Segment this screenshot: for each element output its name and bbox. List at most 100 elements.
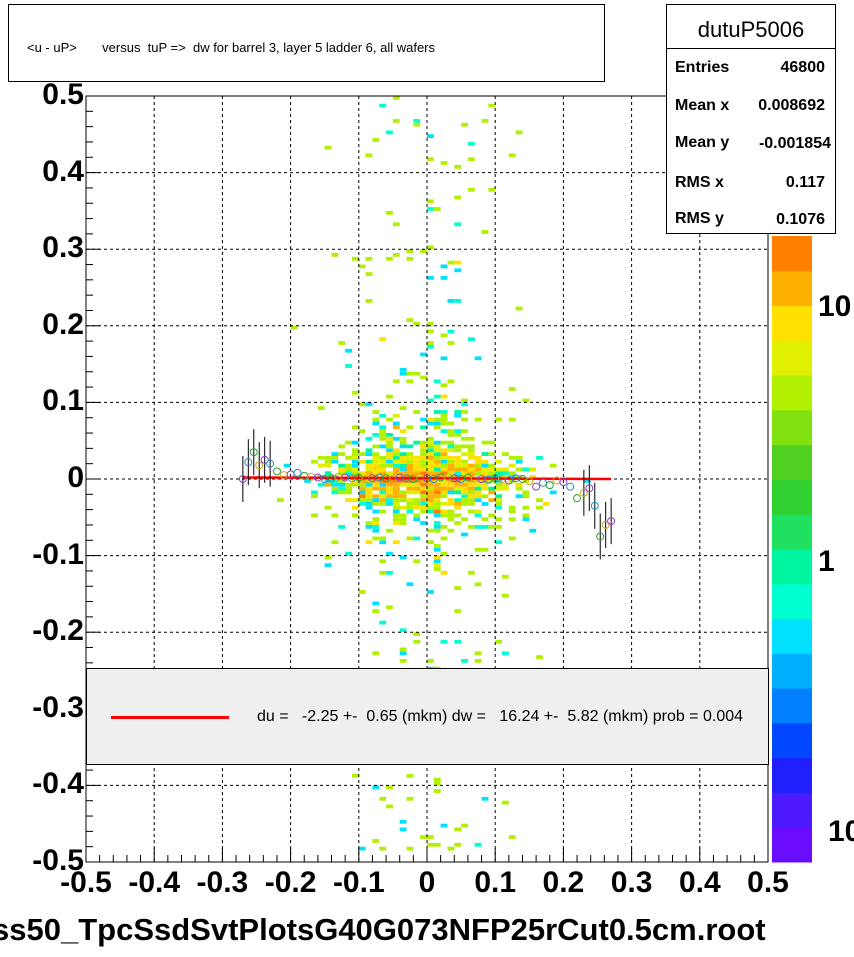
- heatmap-cell: [420, 505, 427, 510]
- heatmap-cell: [399, 513, 407, 518]
- heatmap-cell: [433, 448, 441, 453]
- heatmap-cell: [461, 490, 468, 495]
- heatmap-cell: [481, 525, 489, 529]
- heatmap-cell: [461, 494, 468, 499]
- heatmap-cell: [379, 509, 387, 514]
- y-tick-label: -0.2: [32, 614, 84, 648]
- heatmap-cell: [529, 467, 537, 472]
- heatmap-cell: [454, 502, 462, 506]
- x-tick-label: 0: [418, 866, 436, 899]
- heatmap-cell: [427, 505, 434, 510]
- profile-points: [238, 429, 616, 560]
- heatmap-cell: [331, 482, 339, 487]
- heatmap-cell: [392, 540, 400, 545]
- heatmap-cell: [488, 525, 496, 529]
- heatmap-cell: [399, 444, 407, 449]
- heatmap-cell: [406, 846, 414, 851]
- heatmap-cell: [406, 502, 414, 506]
- heatmap-cell: [386, 456, 393, 460]
- heatmap-cell: [447, 471, 455, 476]
- heatmap-cell: [454, 410, 462, 414]
- heatmap-cell: [386, 444, 393, 449]
- heatmap-cell: [481, 463, 489, 468]
- heatmap-cell: [461, 659, 468, 663]
- heatmap-cell: [317, 463, 325, 468]
- heatmap-cell: [372, 509, 380, 514]
- heatmap-cell: [427, 440, 434, 445]
- heatmap-cell: [433, 509, 441, 514]
- heatmap-cell: [420, 486, 427, 491]
- heatmap-cell: [508, 471, 516, 476]
- heatmap-cell: [406, 505, 414, 510]
- heatmap-cell: [522, 490, 530, 495]
- heatmap-cell: [379, 846, 387, 851]
- heatmap-cell: [406, 318, 414, 322]
- heatmap-cell: [433, 559, 441, 564]
- heatmap-cell: [392, 436, 400, 441]
- heatmap-cell: [454, 164, 462, 169]
- heatmap-cell: [454, 429, 462, 433]
- heatmap-cell: [420, 467, 427, 472]
- heatmap-cell: [379, 456, 387, 460]
- heatmap-cell: [358, 846, 366, 851]
- heatmap-cell: [352, 471, 359, 476]
- heatmap-cell: [413, 490, 421, 495]
- palette-swatch: [772, 757, 812, 793]
- heatmap-cell: [420, 249, 427, 253]
- heatmap-cell: [379, 796, 387, 801]
- heatmap-cell: [392, 513, 400, 518]
- profile-point: [266, 459, 275, 468]
- heatmap-cell: [427, 459, 434, 464]
- heatmap-cell: [358, 494, 366, 499]
- heatmap-cell: [474, 651, 482, 656]
- file-name-footer: ss50_TpcSsdSvtPlotsG40G073NFP25rCut0.5cm…: [0, 912, 766, 947]
- heatmap-cell: [427, 344, 434, 349]
- heatmap-cell: [406, 456, 414, 460]
- heatmap-cell: [365, 498, 373, 502]
- heatmap-cell: [311, 513, 318, 518]
- heatmap-cell: [386, 804, 393, 809]
- heatmap-cell: [324, 555, 332, 560]
- heatmap-cell: [488, 440, 496, 445]
- heatmap-cell: [399, 827, 407, 832]
- heatmap-cell: [345, 467, 352, 472]
- heatmap-cell: [365, 463, 373, 468]
- heatmap-cell: [399, 440, 407, 445]
- heatmap-cell: [454, 459, 462, 464]
- palette-swatch: [772, 340, 812, 376]
- heatmap-cell: [420, 417, 427, 422]
- heatmap-cell: [406, 467, 414, 472]
- heatmap-cell: [474, 417, 482, 422]
- heatmap-cell: [467, 444, 475, 449]
- heatmap-cell: [379, 570, 387, 575]
- heatmap-cell: [386, 482, 393, 487]
- heatmap-cell: [386, 440, 393, 445]
- heatmap-cell: [399, 505, 407, 510]
- heatmap-cell: [440, 490, 448, 495]
- heatmap-cell: [406, 444, 414, 449]
- heatmap-cell: [474, 498, 482, 502]
- heatmap-cell: [440, 502, 448, 506]
- heatmap-cell: [372, 502, 380, 506]
- heatmap-cell: [427, 157, 434, 162]
- heatmap-cell: [324, 463, 332, 468]
- heatmap-cell: [331, 486, 339, 491]
- palette-swatch: [772, 236, 812, 272]
- heatmap-cell: [420, 425, 427, 430]
- heatmap-cell: [392, 505, 400, 510]
- heatmap-cell: [413, 456, 421, 460]
- heatmap-cell: [515, 459, 523, 464]
- x-tick-label: 0.5: [747, 866, 789, 899]
- heatmap-cell: [433, 505, 441, 510]
- heatmap-cell: [467, 486, 475, 491]
- heatmap-cell: [372, 410, 380, 414]
- heatmap-cell: [474, 459, 482, 464]
- heatmap-cell: [522, 517, 530, 522]
- heatmap-cell: [488, 187, 496, 192]
- heatmap-cell: [392, 421, 400, 426]
- heatmap-cell: [352, 773, 359, 778]
- heatmap-cell: [461, 398, 468, 403]
- heatmap-cell: [413, 410, 421, 414]
- x-tick-label: -0.2: [264, 866, 317, 899]
- heatmap-cell: [392, 379, 400, 384]
